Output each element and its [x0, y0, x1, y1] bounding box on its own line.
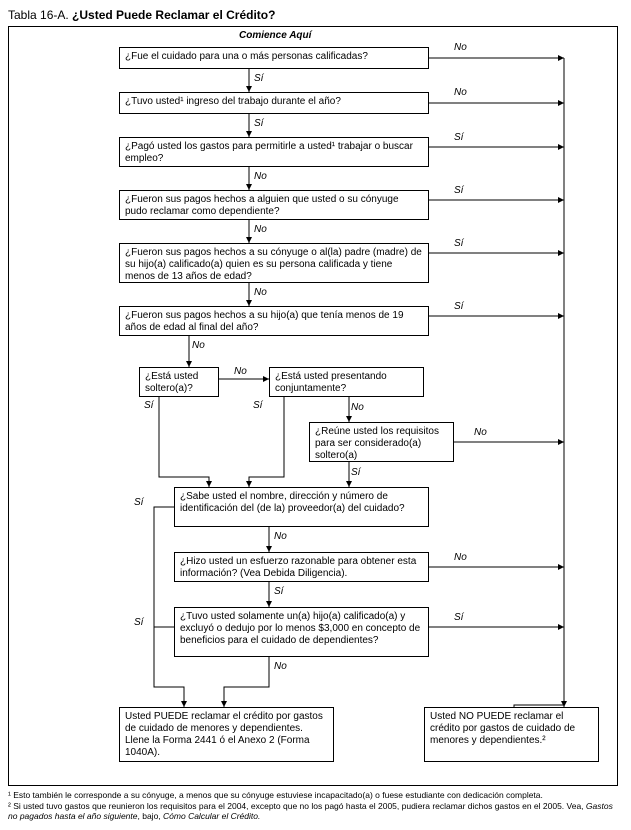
lbl-r3: Sí: [454, 132, 463, 143]
lbl-r5: Sí: [454, 238, 463, 249]
lbl-no-5: No: [254, 287, 267, 298]
node-q7: ¿Está usted soltero(a)?: [139, 367, 219, 397]
node-q5: ¿Fueron sus pagos hechos a su cónyuge o …: [119, 243, 429, 283]
lbl-no-4: No: [254, 224, 267, 235]
node-no-end: Usted NO PUEDE reclamar el crédito por g…: [424, 707, 599, 762]
node-q1: ¿Fue el cuidado para una o más personas …: [119, 47, 429, 69]
lbl-si-1: Sí: [254, 73, 263, 84]
lbl-r11: No: [454, 552, 467, 563]
node-q4: ¿Fueron sus pagos hechos a alguien que u…: [119, 190, 429, 220]
node-yes-end: Usted PUEDE reclamar el crédito por gast…: [119, 707, 334, 762]
lbl-r4: Sí: [454, 185, 463, 196]
title-prefix: Tabla 16-A.: [8, 8, 69, 22]
lbl-no-6: No: [192, 340, 205, 351]
node-q3: ¿Pagó usted los gastos para permitirle a…: [119, 137, 429, 167]
flowchart-frame: Comience Aquí ¿Fue el cuidado para una o…: [8, 26, 618, 786]
title-main: ¿Usted Puede Reclamar el Crédito?: [72, 8, 275, 22]
node-q8: ¿Está usted presentando conjuntamente?: [269, 367, 424, 397]
node-q12: ¿Tuvo usted solamente un(a) hijo(a) cali…: [174, 607, 429, 657]
lbl-no-12: No: [274, 661, 287, 672]
footnote-1: ¹ Esto también le corresponde a su cónyu…: [8, 790, 618, 801]
lbl-si-8: Sí: [253, 400, 262, 411]
node-q2: ¿Tuvo usted¹ ingreso del trabajo durante…: [119, 92, 429, 114]
node-q10: ¿Sabe usted el nombre, dirección y númer…: [174, 487, 429, 527]
lbl-r2: No: [454, 87, 467, 98]
lbl-l12: Sí: [134, 617, 143, 628]
lbl-l10: Sí: [134, 497, 143, 508]
footnotes: ¹ Esto también le corresponde a su cónyu…: [8, 790, 618, 822]
lbl-r6: Sí: [454, 301, 463, 312]
lbl-si-7: Sí: [144, 400, 153, 411]
table-title: Tabla 16-A. ¿Usted Puede Reclamar el Cré…: [8, 8, 623, 22]
lbl-no-8: No: [351, 402, 364, 413]
lbl-r9: No: [474, 427, 487, 438]
lbl-no-3: No: [254, 171, 267, 182]
node-q6: ¿Fueron sus pagos hechos a su hijo(a) qu…: [119, 306, 429, 336]
lbl-no-7: No: [234, 366, 247, 377]
start-label: Comience Aquí: [239, 30, 311, 41]
footnote-2: ² Si usted tuvo gastos que reunieron los…: [8, 801, 618, 822]
lbl-si-2: Sí: [254, 118, 263, 129]
lbl-no-10: No: [274, 531, 287, 542]
lbl-r12: Sí: [454, 612, 463, 623]
lbl-r1: No: [454, 42, 467, 53]
node-q11: ¿Hizo usted un esfuerzo razonable para o…: [174, 552, 429, 582]
node-q9: ¿Reúne usted los requisitos para ser con…: [309, 422, 454, 462]
lbl-si-9: Sí: [351, 467, 360, 478]
lbl-si-11: Sí: [274, 586, 283, 597]
